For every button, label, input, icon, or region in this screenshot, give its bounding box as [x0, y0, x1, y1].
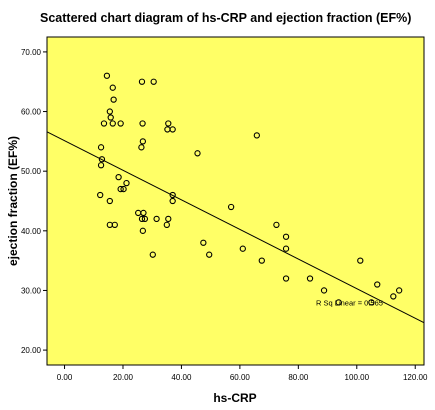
y-tick-label: 40.00: [21, 227, 42, 236]
data-point: [110, 96, 117, 103]
data-point: [320, 287, 328, 294]
data-point: [206, 251, 213, 258]
x-tick-label: 100.00: [345, 373, 370, 382]
data-point: [138, 215, 146, 223]
y-tick-label: 30.00: [21, 286, 42, 295]
data-point: [117, 185, 124, 193]
x-tick-label: 0.00: [57, 373, 73, 382]
data-point: [97, 191, 104, 199]
data-points: [97, 72, 403, 306]
data-point: [139, 227, 147, 234]
data-point: [120, 185, 127, 193]
data-point: [200, 239, 207, 246]
y-tick-label: 60.00: [21, 108, 42, 117]
data-point: [138, 144, 145, 151]
data-point: [97, 162, 105, 169]
data-point: [390, 293, 397, 300]
data-point: [396, 287, 403, 294]
data-point: [153, 215, 160, 223]
data-point: [107, 114, 114, 121]
y-tick-label: 50.00: [21, 167, 42, 176]
data-point: [194, 150, 201, 157]
chart-title: Scattered chart diagram of hs-CRP and ej…: [40, 11, 411, 25]
data-point: [140, 209, 147, 217]
data-point: [111, 221, 118, 229]
y-tick-label: 70.00: [21, 48, 42, 57]
data-point: [109, 120, 116, 127]
data-point: [357, 257, 364, 264]
data-point: [117, 120, 124, 127]
data-point: [165, 215, 172, 223]
data-point: [106, 197, 113, 205]
data-point: [368, 299, 375, 306]
plot-area: [46, 36, 425, 366]
data-point: [258, 257, 265, 264]
data-point: [169, 197, 176, 205]
data-point: [115, 173, 122, 181]
data-point: [138, 78, 146, 85]
data-point: [282, 245, 290, 252]
x-tick-label: 60.00: [230, 373, 251, 382]
x-axis-label: hs-CRP: [213, 391, 256, 405]
x-tick-label: 120.00: [403, 373, 428, 382]
data-point: [163, 221, 170, 229]
data-point: [282, 275, 290, 282]
data-point: [98, 156, 106, 163]
r-squared-annotation: R Sq Linear = 0.565: [316, 298, 383, 307]
data-point: [335, 299, 342, 306]
data-point: [227, 203, 235, 211]
y-axis: 20.00 30.00 40.00 50.00 60.00 70.00: [21, 48, 47, 355]
data-point: [106, 108, 113, 115]
x-tick-label: 40.00: [171, 373, 192, 382]
data-point: [282, 233, 290, 240]
data-point: [374, 281, 381, 288]
data-point: [100, 120, 108, 127]
x-axis: 0.00 20.00 40.00 60.00 80.00 100.00 120.00: [57, 365, 428, 382]
data-point: [141, 215, 149, 223]
data-point: [150, 78, 157, 85]
data-point: [239, 245, 246, 252]
y-tick-label: 20.00: [21, 346, 42, 355]
data-point: [253, 132, 260, 139]
data-point: [109, 84, 116, 91]
data-point: [306, 275, 314, 282]
x-tick-label: 20.00: [113, 373, 134, 382]
data-point: [97, 144, 105, 151]
data-point: [149, 251, 156, 258]
y-axis-label: ejection fraction (EF%): [6, 136, 20, 266]
data-point: [123, 179, 130, 187]
data-point: [165, 120, 172, 127]
data-point: [103, 72, 111, 79]
data-point: [169, 126, 176, 133]
data-point: [169, 191, 176, 199]
data-point: [139, 138, 147, 145]
data-point: [273, 221, 280, 229]
linear-fit-line: [46, 131, 425, 324]
x-tick-label: 80.00: [288, 373, 309, 382]
data-point: [139, 120, 146, 127]
